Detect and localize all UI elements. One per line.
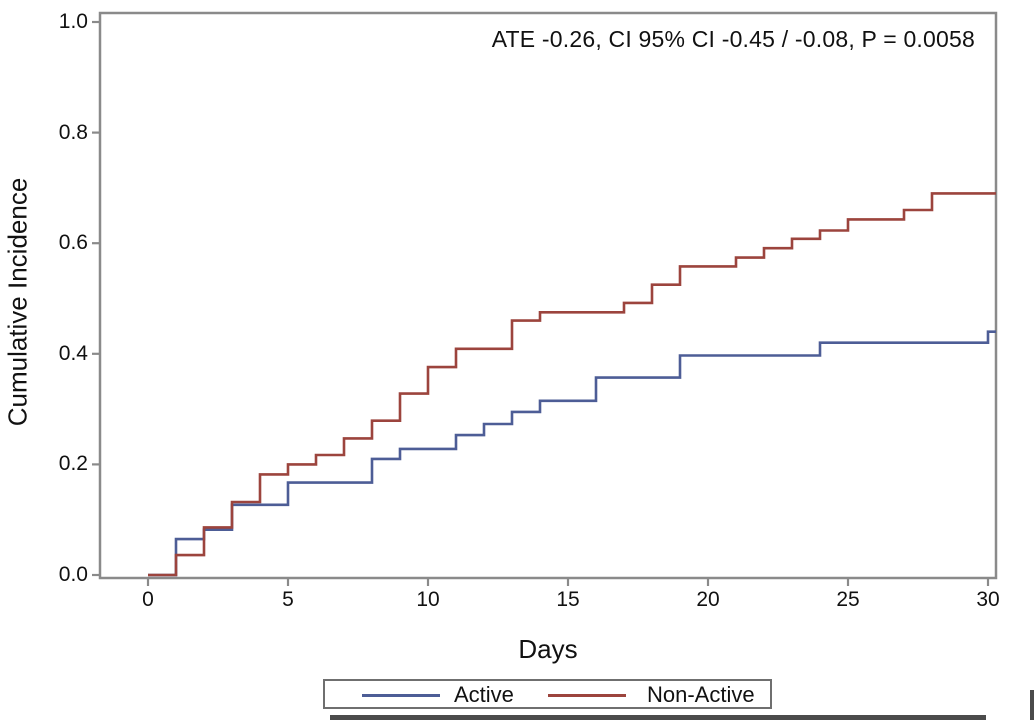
x-axis-label: Days (518, 634, 578, 664)
ate-annotation: ATE -0.26, CI 95% CI -0.45 / -0.08, P = … (491, 26, 975, 52)
active-legend-label: Active (454, 682, 514, 707)
non-active-legend-label: Non-Active (647, 682, 755, 707)
curves-group (148, 192, 996, 577)
y-tick-label: 0.0 (58, 563, 88, 586)
non-active-legend-line-swatch (548, 694, 626, 697)
plot-frame (98, 11, 998, 580)
legend-box: Active Non-Active (323, 679, 772, 709)
non-active-curve (148, 192, 996, 577)
active-curve (148, 330, 996, 577)
y-axis-label: Cumulative Incidence (2, 177, 33, 427)
active-legend-line-swatch (362, 694, 440, 697)
x-tick-label: 5 (282, 588, 294, 611)
x-tick-label: 15 (556, 588, 580, 611)
x-tick-label: 10 (416, 588, 440, 611)
y-tick-label: 0.6 (58, 231, 88, 255)
bottom-edge-artifact (330, 715, 986, 720)
y-tick-label: 1.0 (58, 10, 88, 33)
y-tick-label: 0.4 (58, 341, 88, 365)
axis-ticks (92, 20, 990, 586)
x-tick-label: 25 (836, 588, 860, 611)
x-tick-label: 20 (696, 588, 720, 611)
y-tick-label: 0.2 (58, 452, 88, 476)
x-tick-label: 30 (976, 588, 1000, 611)
x-tick-label: 0 (142, 588, 154, 611)
y-tick-label: 0.8 (58, 120, 88, 144)
right-edge-artifact (1030, 690, 1034, 720)
